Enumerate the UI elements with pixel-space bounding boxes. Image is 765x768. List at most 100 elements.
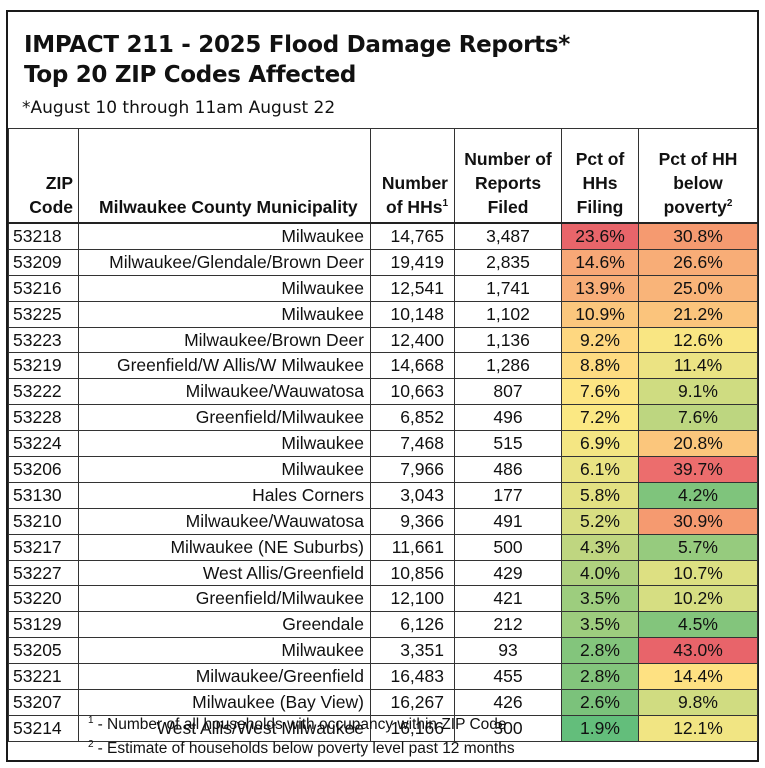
- municipality-cell: Milwaukee: [78, 274, 371, 302]
- households-cell: 12,541: [370, 274, 455, 302]
- pct-poverty-cell: 4.5%: [638, 611, 758, 639]
- reports-filed-cell: 491: [454, 507, 562, 535]
- municipality-cell: Milwaukee: [78, 456, 371, 483]
- table-row: 53129 Greendale 6,126 212 3.5% 4.5%: [8, 611, 758, 639]
- municipality-cell: Milwaukee: [78, 300, 371, 328]
- footnote-ref-1: 1: [442, 198, 448, 210]
- zip-code-cell: 53223: [8, 326, 79, 354]
- zip-code-cell: 53225: [8, 300, 79, 328]
- pct-filing-cell: 5.8%: [561, 481, 639, 509]
- report-card: IMPACT 211 - 2025 Flood Damage Reports* …: [6, 10, 759, 762]
- pct-poverty-cell: 4.2%: [638, 481, 758, 509]
- pct-poverty-cell: 11.4%: [638, 352, 758, 380]
- zip-code-cell: 53228: [8, 404, 79, 432]
- municipality-cell: Milwaukee: [78, 637, 371, 665]
- header-pct-filing-line2: HHs: [582, 173, 618, 193]
- header-hh-line1: Number: [381, 173, 448, 193]
- header-households: Number of HHs1: [370, 128, 455, 224]
- table-row: 53220 Greenfield/Milwaukee 12,100 421 3.5% 10…: [8, 585, 758, 613]
- header-reports-filed: Number of Reports Filed: [454, 128, 562, 224]
- zip-code-cell: 53205: [8, 637, 79, 665]
- table-row: 53216 Milwaukee 12,541 1,741 13.9% 25.0%: [8, 274, 758, 302]
- reports-filed-cell: 421: [454, 585, 562, 613]
- table-row: 53217 Milwaukee (NE Suburbs) 11,661 500 4.3%…: [8, 533, 758, 561]
- reports-filed-cell: 212: [454, 611, 562, 639]
- zip-code-cell: 53224: [8, 430, 79, 458]
- reports-filed-cell: 486: [454, 456, 562, 483]
- households-cell: 3,351: [370, 637, 455, 665]
- municipality-cell: Milwaukee/Wauwatosa: [78, 378, 371, 406]
- table-row: 53205 Milwaukee 3,351 93 2.8% 43.0%: [8, 637, 758, 665]
- pct-poverty-cell: 9.1%: [638, 378, 758, 406]
- reports-filed-cell: 500: [454, 533, 562, 561]
- header-reports-line1: Number of: [464, 149, 552, 169]
- municipality-cell: Greenfield/Milwaukee: [78, 585, 371, 613]
- footnotes: 1- Number of all households with occupan…: [8, 714, 757, 760]
- table-row: 53214 West Allis/West Milwaukee 16,166 300 1…: [8, 714, 758, 742]
- header-pct-filing-line1: Pct of: [575, 149, 625, 169]
- pct-poverty-cell: 20.8%: [638, 430, 758, 458]
- table-row: 53206 Milwaukee 7,966 486 6.1% 39.7%: [8, 456, 758, 483]
- table-body: 53218 Milwaukee 14,765 3,487 23.6% 30.8% 53209…: [8, 222, 758, 742]
- pct-filing-cell: 9.2%: [561, 326, 639, 354]
- households-cell: 16,267: [370, 689, 455, 716]
- zip-code-cell: 53129: [8, 611, 79, 639]
- reports-filed-cell: 300: [454, 714, 562, 742]
- footnote-1: 1- Number of all households with occupan…: [88, 715, 507, 734]
- zip-code-cell: 53216: [8, 274, 79, 302]
- reports-filed-cell: 2,835: [454, 248, 562, 276]
- footnote-ref-2: 2: [726, 198, 733, 210]
- report-subtitle: Top 20 ZIP Codes Affected: [24, 62, 357, 88]
- pct-filing-cell: 6.1%: [561, 456, 639, 483]
- reports-filed-cell: 429: [454, 559, 562, 587]
- header-pct-filing-line3: Filing: [576, 197, 624, 217]
- zip-code-cell: 53207: [8, 689, 79, 716]
- households-cell: 7,966: [370, 456, 455, 483]
- table-row: 53209 Milwaukee/Glendale/Brown Deer 19,419…: [8, 248, 758, 276]
- pct-poverty-cell: 7.6%: [638, 404, 758, 432]
- table-row: 53222 Milwaukee/Wauwatosa 10,663 807 7.6% 9.1…: [8, 378, 758, 406]
- pct-filing-cell: 2.6%: [561, 689, 639, 716]
- pct-poverty-cell: 30.8%: [638, 222, 758, 250]
- municipality-cell: Milwaukee (Bay View): [78, 689, 371, 716]
- header-municipality: Milwaukee County Municipality: [78, 128, 371, 224]
- pct-poverty-cell: 14.4%: [638, 663, 758, 691]
- households-cell: 19,419: [370, 248, 455, 276]
- reports-filed-cell: 426: [454, 689, 562, 716]
- report-title: IMPACT 211 - 2025 Flood Damage Reports*: [24, 32, 570, 58]
- reports-filed-cell: 1,102: [454, 300, 562, 328]
- header-reports-line2: Reports: [474, 173, 542, 193]
- header-pct-poverty: Pct of HH below poverty2: [638, 128, 758, 224]
- pct-filing-cell: 7.2%: [561, 404, 639, 432]
- pct-filing-cell: 8.8%: [561, 352, 639, 380]
- pct-filing-cell: 1.9%: [561, 714, 639, 742]
- table-row: 53225 Milwaukee 10,148 1,102 10.9% 21.2%: [8, 300, 758, 328]
- reports-filed-cell: 455: [454, 663, 562, 691]
- reports-filed-cell: 1,136: [454, 326, 562, 354]
- zip-code-cell: 53210: [8, 507, 79, 535]
- municipality-cell: Milwaukee/Brown Deer: [78, 326, 371, 354]
- table-row: 53224 Milwaukee 7,468 515 6.9% 20.8%: [8, 430, 758, 458]
- header-municipality-label: Milwaukee County Municipality: [99, 197, 358, 217]
- households-cell: 6,852: [370, 404, 455, 432]
- table-row: 53221 Milwaukee/Greenfield 16,483 455 2.8% 14…: [8, 663, 758, 691]
- municipality-cell: Milwaukee: [78, 222, 371, 250]
- reports-filed-cell: 93: [454, 637, 562, 665]
- header-pct-poverty-line3: poverty: [663, 197, 727, 217]
- municipality-cell: Milwaukee: [78, 430, 371, 458]
- households-cell: 12,400: [370, 326, 455, 354]
- municipality-cell: Milwaukee (NE Suburbs): [78, 533, 371, 561]
- pct-poverty-cell: 10.7%: [638, 559, 758, 587]
- reports-filed-cell: 1,741: [454, 274, 562, 302]
- pct-filing-cell: 4.0%: [561, 559, 639, 587]
- households-cell: 6,126: [370, 611, 455, 639]
- households-cell: 10,663: [370, 378, 455, 406]
- households-cell: 10,148: [370, 300, 455, 328]
- title-block: IMPACT 211 - 2025 Flood Damage Reports* …: [8, 12, 757, 128]
- zip-code-cell: 53218: [8, 222, 79, 250]
- reports-filed-cell: 807: [454, 378, 562, 406]
- zip-code-cell: 53214: [8, 714, 79, 742]
- municipality-cell: Hales Corners: [78, 481, 371, 509]
- households-cell: 3,043: [370, 481, 455, 509]
- header-zip-line2: Code: [29, 197, 73, 217]
